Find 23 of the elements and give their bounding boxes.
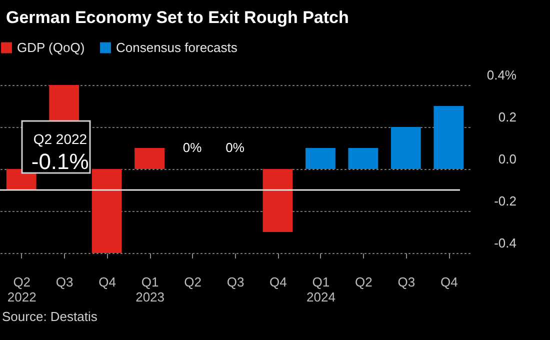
x-tick-label: Q4 [440, 274, 458, 290]
y-tick-label: 0.4% [486, 68, 517, 82]
data-label: 0% [226, 140, 245, 155]
data-label: 0% [182, 140, 202, 155]
legend-label: GDP (QoQ) [17, 40, 85, 55]
x-tick-label: Q4 [270, 274, 287, 290]
annotation: Q2 2022 -0.1% [31, 131, 89, 174]
x-tick-label: Q1 2023 [136, 274, 165, 304]
x-tick-label: Q3 [398, 274, 416, 290]
chart-title: German Economy Set to Exit Rough Patch [6, 8, 349, 27]
x-tick-label: Q3 [226, 274, 244, 290]
x-tick-label: Q4 [98, 274, 116, 290]
x-tick-label: Q2 2022 [7, 274, 36, 304]
source-note: Source: Destatis [2, 309, 98, 324]
y-tick-label: -0.2 [494, 194, 516, 208]
y-tick-label: -0.4 [494, 236, 516, 250]
legend-label: Consensus forecasts [116, 40, 238, 55]
x-tick-label: Q1 2024 [306, 274, 336, 304]
x-tick-label: Q2 [355, 274, 372, 290]
y-tick-label: 0.0 [498, 152, 516, 166]
x-tick-label: Q2 [184, 274, 202, 290]
x-tick-label: Q3 [56, 274, 74, 290]
y-tick-label: 0.2 [498, 110, 516, 124]
